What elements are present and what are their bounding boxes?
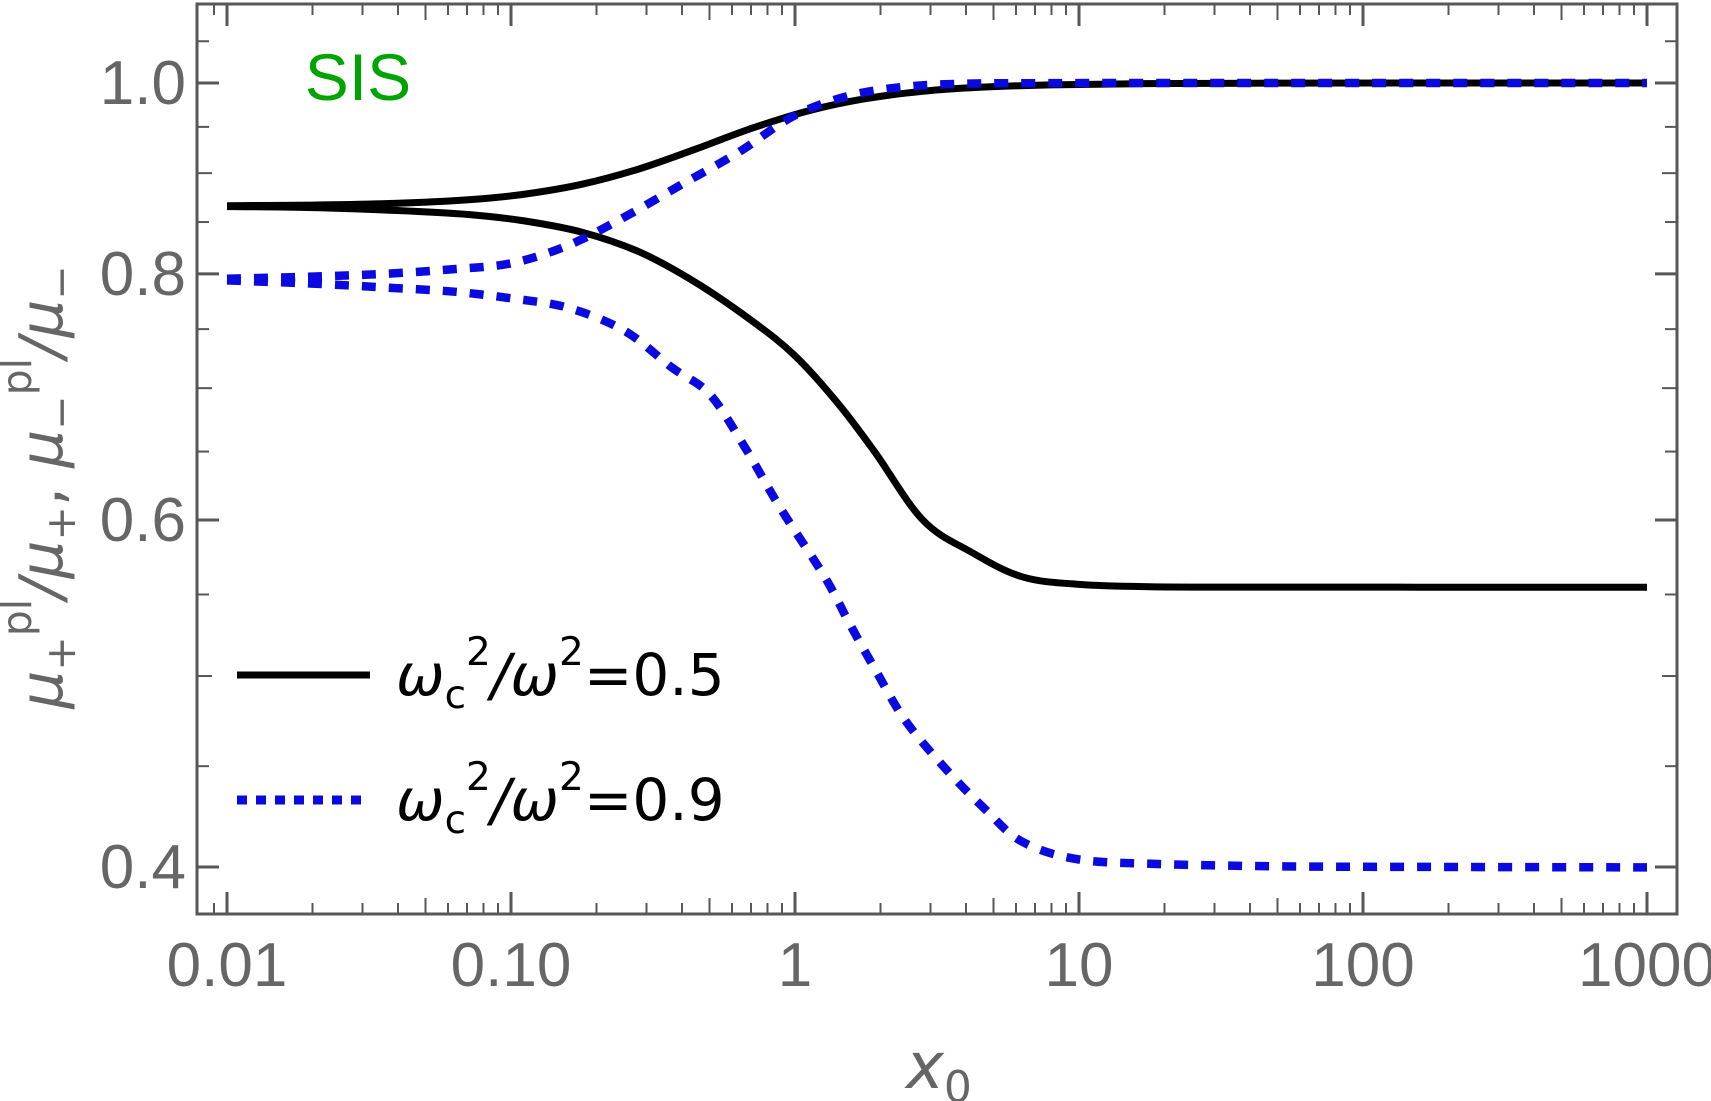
frame-and-ticks-group	[195, 2, 1679, 916]
legend-label-wc2-over-w2-0.5: ωc2/ω2=0.5	[396, 630, 725, 718]
y-tick-label: 0.6	[100, 486, 186, 555]
x-tick-label: 100	[1311, 931, 1414, 1000]
x-tick-label: 10	[1045, 931, 1114, 1000]
plot-frame	[195, 2, 1679, 916]
y-axis-title: μ+pl/μ+, μ−pl/μ−	[0, 265, 85, 710]
legend-label-wc2-over-w2-0.9: ωc2/ω2=0.9	[396, 755, 725, 843]
curve-wc2-over-w2-0.5-plus	[226, 79, 1647, 210]
y-tick-label: 0.4	[100, 833, 186, 902]
x-tick-label: 1000	[1578, 931, 1711, 1000]
x-tick-label: 0.10	[451, 931, 572, 1000]
x-tick-label: 1	[778, 931, 812, 1000]
curve-wc2-over-w2-0.5-minus	[226, 203, 1647, 591]
x-tick-label: 0.01	[167, 931, 288, 1000]
curves-group	[226, 78, 1648, 872]
x-axis-title: x0	[904, 1030, 972, 1101]
curve-wc2-over-w2-0.9-plus	[226, 78, 1647, 283]
legend-group: ωc2/ω2=0.5 ωc2/ω2=0.9	[237, 630, 725, 843]
tick-labels-group: 0.01 0.10 1 10 100 1000 1.0 0.8 0.6 0.4	[100, 49, 1711, 1000]
y-tick-label: 1.0	[100, 49, 186, 118]
y-tick-label: 0.8	[100, 240, 186, 309]
plot-annotation-sis: SIS	[305, 40, 411, 114]
